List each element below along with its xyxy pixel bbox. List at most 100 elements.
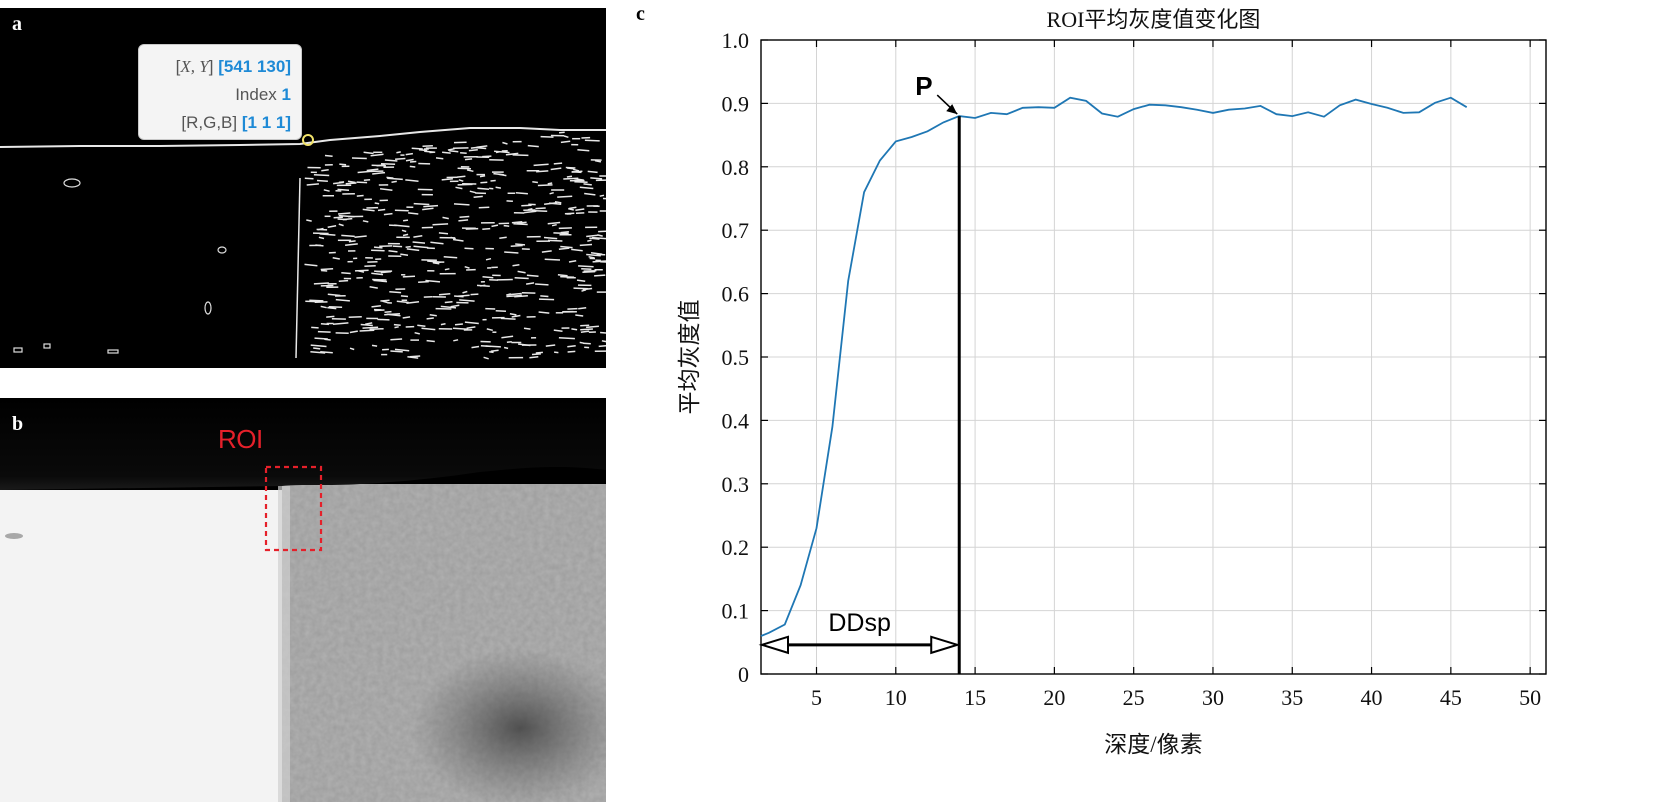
edge-speck bbox=[455, 186, 463, 190]
x-tick-label: 5 bbox=[811, 685, 822, 710]
edge-speck bbox=[435, 157, 444, 160]
edge-speck bbox=[319, 233, 336, 236]
edge-speck bbox=[452, 238, 464, 242]
edge-speck bbox=[426, 339, 435, 343]
x-tick-label: 20 bbox=[1043, 685, 1065, 710]
datatip-xy-value: [541 130] bbox=[218, 57, 291, 76]
edge-speck bbox=[335, 298, 350, 302]
edge-speck bbox=[476, 284, 490, 287]
edge-speck bbox=[563, 135, 569, 139]
datatip-rgb-row: [R,G,B] [1 1 1] bbox=[181, 113, 291, 132]
edge-speck bbox=[400, 253, 409, 256]
edge-speck bbox=[586, 234, 598, 238]
edge-speck bbox=[560, 245, 573, 249]
edge-speck bbox=[426, 317, 434, 320]
edge-speck bbox=[571, 171, 582, 174]
edge-speck bbox=[588, 255, 595, 259]
edge-speck bbox=[586, 253, 601, 257]
edge-speck bbox=[402, 316, 411, 319]
edge-speck bbox=[500, 317, 516, 320]
edge-speck bbox=[553, 162, 563, 165]
edge-speck bbox=[402, 275, 416, 278]
edge-speck bbox=[466, 169, 474, 173]
edge-speck bbox=[551, 223, 557, 227]
edge-speck bbox=[354, 269, 369, 272]
edge-speck bbox=[471, 345, 480, 349]
edge-speck bbox=[321, 169, 329, 172]
bright-region bbox=[0, 490, 290, 802]
edge-speck bbox=[567, 344, 576, 348]
edge-speck bbox=[390, 350, 403, 353]
edge-speck bbox=[418, 280, 429, 284]
y-tick-label: 0 bbox=[738, 662, 749, 687]
edge-speck bbox=[316, 179, 328, 182]
edge-speck bbox=[581, 267, 592, 271]
series-line bbox=[760, 96, 1468, 637]
edge-speck bbox=[423, 204, 439, 208]
edge-speck bbox=[575, 208, 585, 212]
edge-speck bbox=[587, 170, 598, 174]
edge-speck bbox=[485, 257, 492, 261]
edge-speck bbox=[568, 207, 574, 211]
edge-speck bbox=[306, 219, 312, 222]
edge-speck bbox=[337, 188, 350, 192]
edge-speck bbox=[362, 326, 379, 329]
edge-speck bbox=[550, 167, 562, 171]
edge-speck bbox=[321, 269, 328, 272]
texture-edges bbox=[304, 131, 606, 360]
edge-speck bbox=[482, 276, 494, 279]
edge-speck bbox=[512, 154, 529, 157]
edge-speck bbox=[460, 152, 467, 155]
edge-speck bbox=[332, 257, 340, 260]
edge-speck bbox=[365, 322, 373, 325]
edge-speck bbox=[582, 287, 593, 291]
edge-speck bbox=[443, 255, 458, 259]
edge-speck bbox=[567, 167, 574, 170]
grayscale-graphic bbox=[0, 398, 606, 802]
edge-speck bbox=[338, 279, 349, 282]
edge-speck bbox=[373, 246, 383, 249]
edge-speck bbox=[583, 183, 592, 186]
edge-speck bbox=[547, 239, 563, 242]
edge-speck bbox=[318, 236, 325, 240]
edge-speck bbox=[580, 330, 590, 334]
edge-speck bbox=[473, 195, 483, 199]
edge-speck bbox=[411, 147, 423, 150]
edge-speck bbox=[320, 351, 333, 354]
edge-speck bbox=[317, 227, 324, 231]
edge-speck bbox=[549, 191, 554, 195]
y-tick-label: 0.7 bbox=[722, 218, 750, 243]
y-tick-label: 0.1 bbox=[722, 599, 750, 624]
edge-speck bbox=[440, 305, 457, 309]
edge-speck bbox=[305, 300, 321, 303]
edge-speck bbox=[532, 181, 538, 184]
edge-speck bbox=[538, 311, 550, 314]
edge-speck bbox=[495, 186, 502, 189]
edge-speck bbox=[538, 298, 555, 301]
edge-speck bbox=[432, 223, 449, 226]
edge-speck bbox=[560, 230, 569, 234]
x-tick-label: 40 bbox=[1361, 685, 1383, 710]
edge-speck bbox=[339, 163, 347, 166]
y-tick-label: 0.3 bbox=[722, 472, 750, 497]
edge-speck bbox=[363, 151, 374, 155]
edge-speck bbox=[401, 229, 407, 233]
edge-speck bbox=[425, 279, 441, 283]
x-tick-labels: 5 10 15 20 25 30 35 40 45 50 bbox=[811, 685, 1541, 710]
edge-speck bbox=[366, 168, 379, 172]
edge-speck bbox=[388, 249, 398, 253]
edge-speck bbox=[442, 216, 449, 220]
edge-speck bbox=[364, 264, 376, 267]
ddsp-arrow-head-left bbox=[758, 635, 789, 655]
roi-gray-chart: 0 0.1 0.2 0.3 0.4 0.5 0.6 0.7 0.8 0.9 1.0 5 10 15 20 2… bbox=[677, 7, 1547, 757]
edge-speck bbox=[371, 272, 384, 276]
edge-speck bbox=[554, 200, 562, 204]
edge-speck bbox=[558, 247, 570, 251]
x-tick-label: 30 bbox=[1202, 685, 1224, 710]
edge-speck bbox=[540, 295, 549, 298]
edge-speck bbox=[574, 178, 584, 181]
edge-speck bbox=[510, 244, 523, 247]
edge-speck bbox=[543, 236, 558, 240]
edge-speck bbox=[396, 300, 409, 304]
edge-speck bbox=[314, 337, 328, 340]
